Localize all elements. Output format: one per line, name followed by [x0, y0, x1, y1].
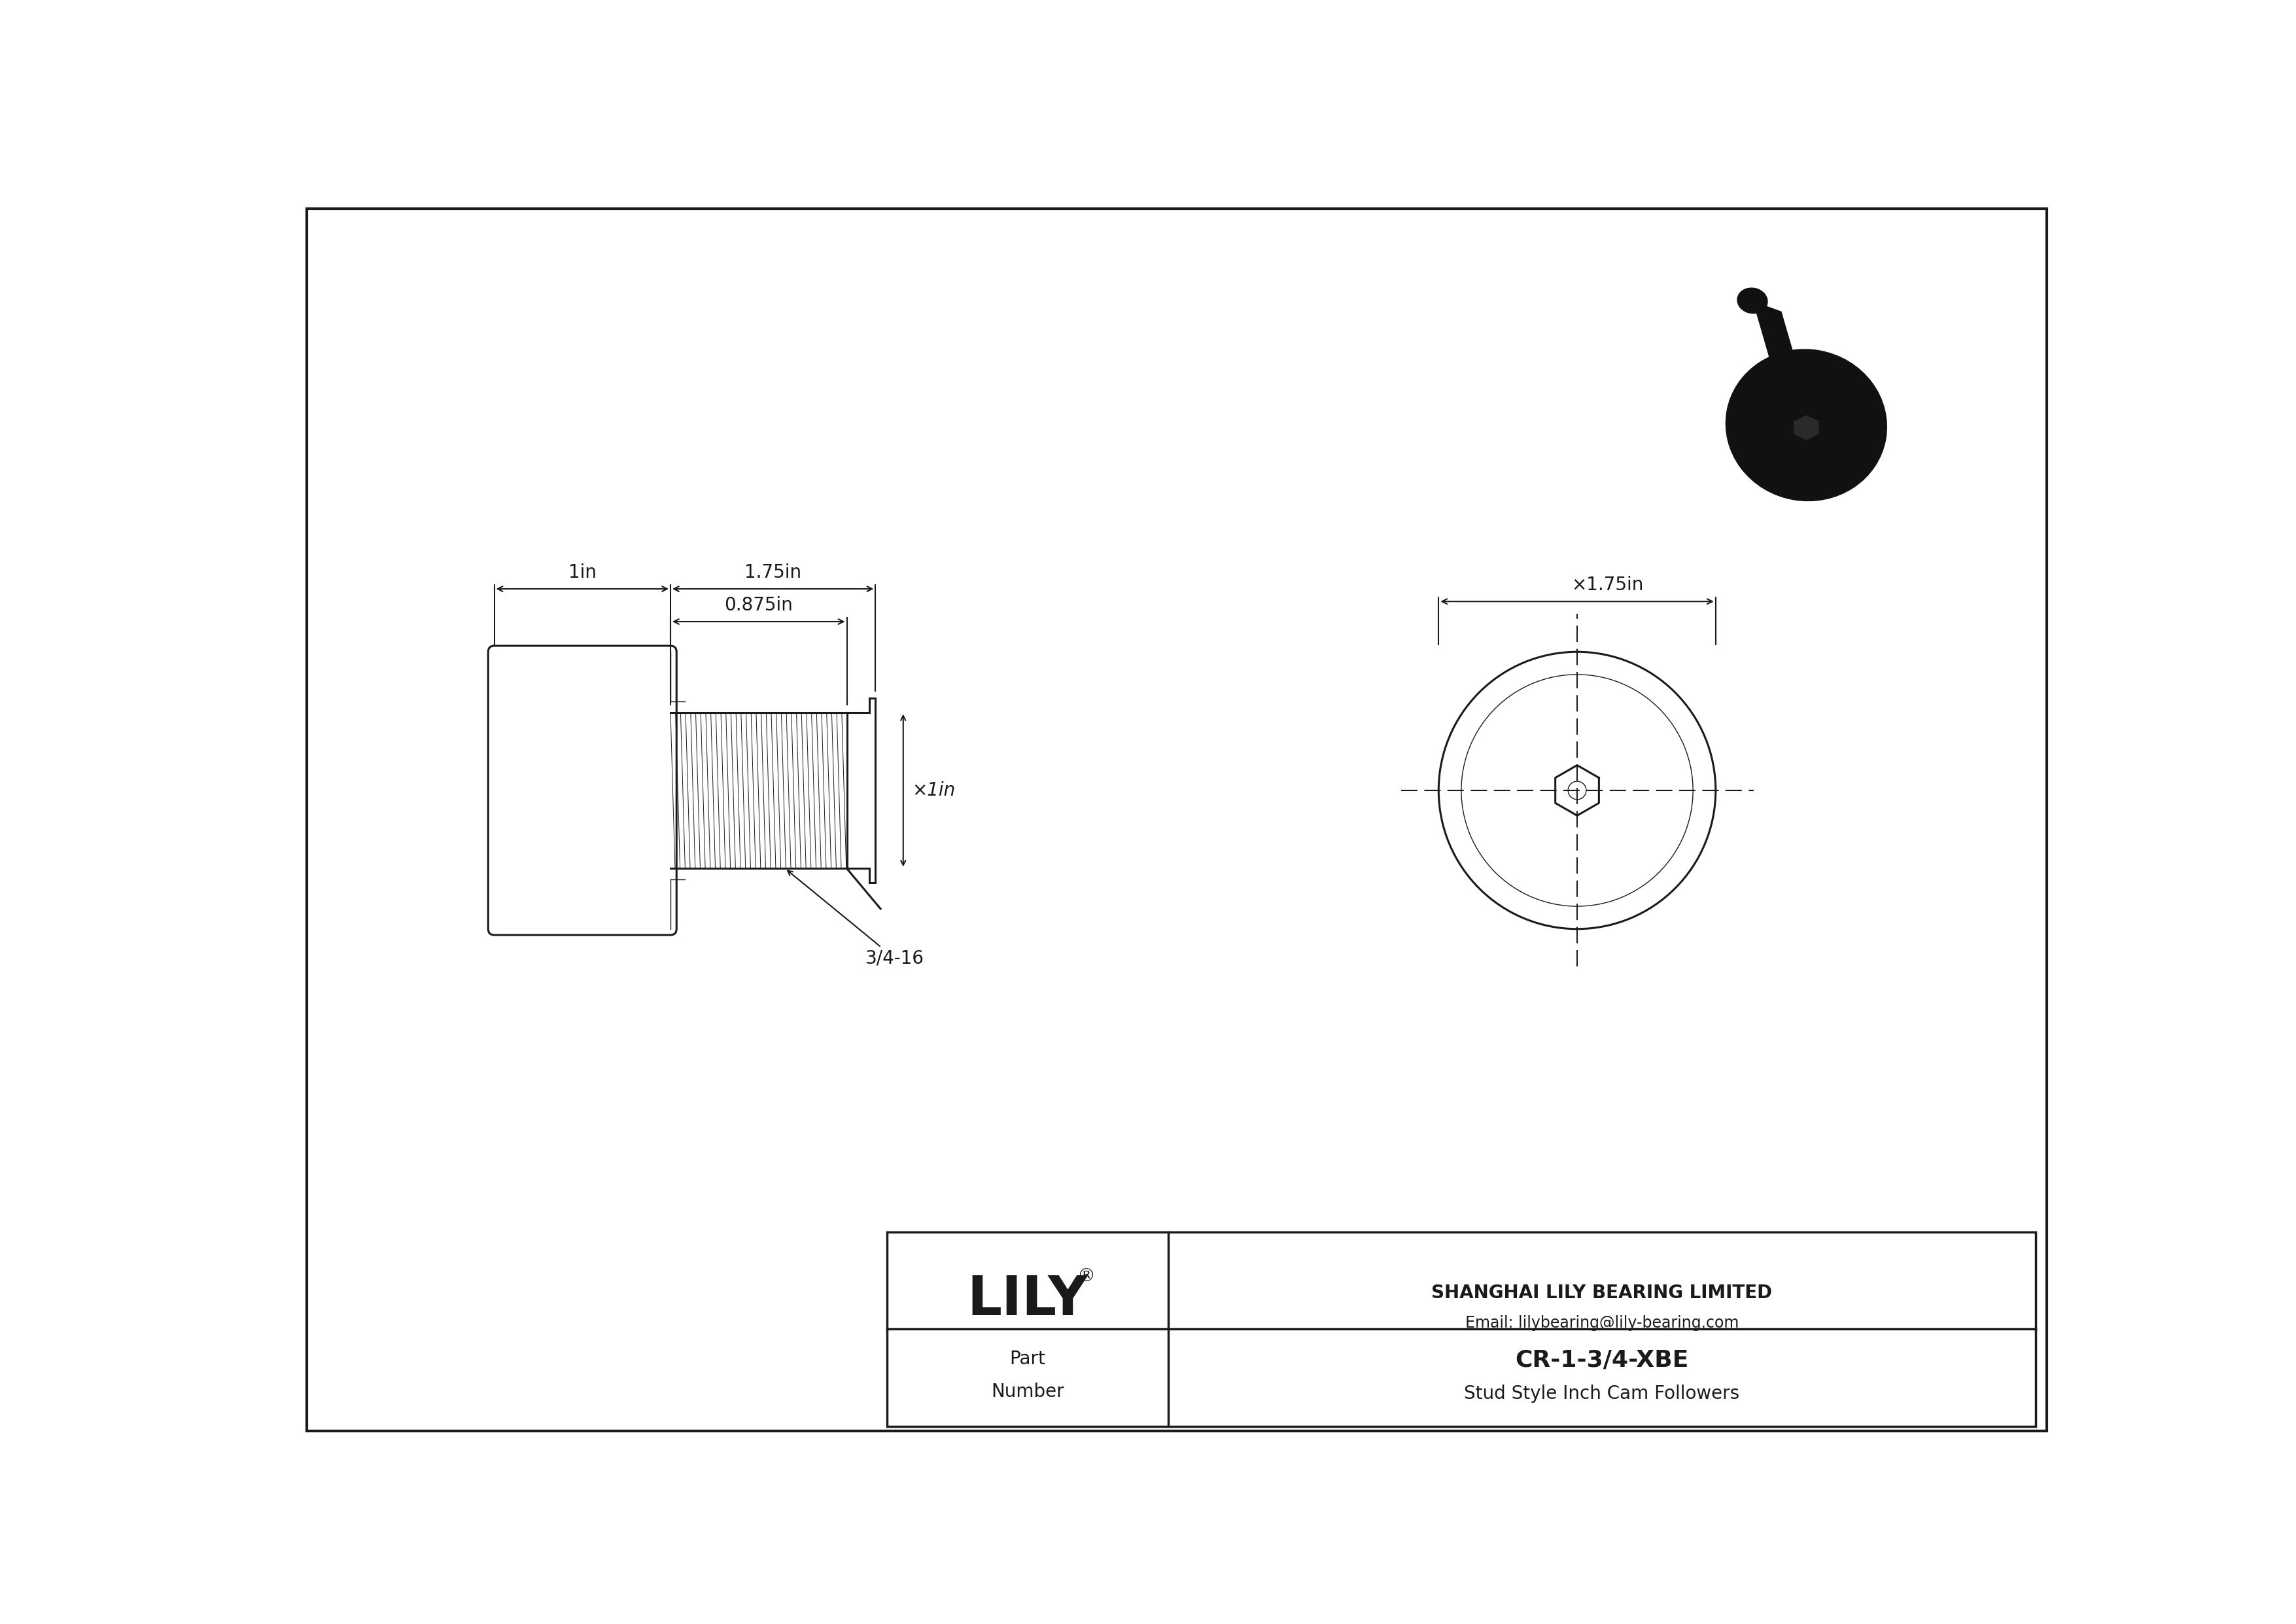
Text: Part
Number: Part Number	[992, 1350, 1065, 1402]
FancyBboxPatch shape	[489, 646, 677, 935]
Circle shape	[1568, 781, 1587, 799]
Polygon shape	[1793, 416, 1818, 440]
Text: 1in: 1in	[569, 564, 597, 581]
Text: 1.75in: 1.75in	[744, 564, 801, 581]
Circle shape	[1460, 674, 1692, 906]
Text: SHANGHAI LILY BEARING LIMITED: SHANGHAI LILY BEARING LIMITED	[1430, 1285, 1773, 1302]
Text: 0.875in: 0.875in	[723, 596, 792, 614]
Polygon shape	[1754, 302, 1809, 408]
Text: LILY: LILY	[967, 1273, 1088, 1327]
Bar	[886, 1233, 2037, 1426]
Text: 3/4-16: 3/4-16	[788, 870, 923, 968]
Text: CR-1-3/4-XBE: CR-1-3/4-XBE	[1515, 1350, 1690, 1371]
Text: ×1.75in: ×1.75in	[1570, 577, 1644, 594]
Text: Stud Style Inch Cam Followers: Stud Style Inch Cam Followers	[1465, 1385, 1740, 1403]
Ellipse shape	[1738, 287, 1768, 313]
Text: ®: ®	[1077, 1267, 1095, 1286]
Ellipse shape	[1727, 349, 1887, 500]
Circle shape	[1440, 651, 1715, 929]
Text: ×1in: ×1in	[912, 781, 955, 799]
Text: Email: lilybearing@lily-bearing.com: Email: lilybearing@lily-bearing.com	[1465, 1315, 1738, 1332]
